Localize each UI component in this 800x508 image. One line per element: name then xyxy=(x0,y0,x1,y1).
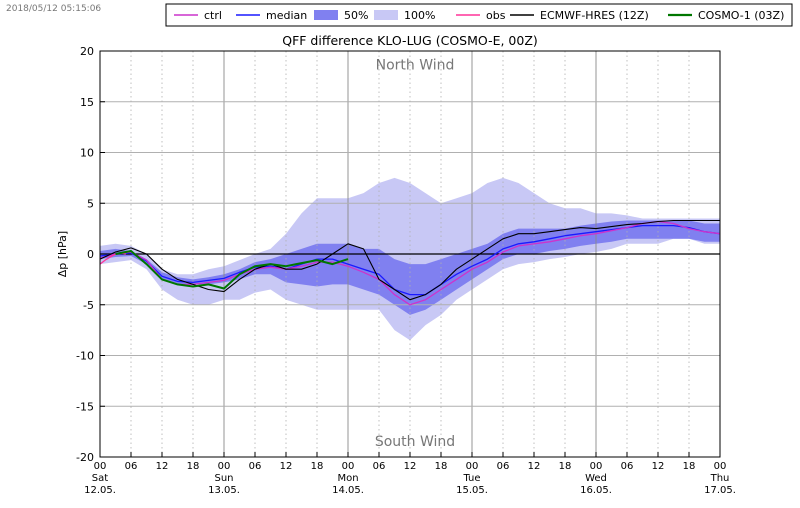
legend-label-median: median xyxy=(266,9,307,22)
legend: ctrl median 50% 100% obs ECMWF-HRES (12Z) COSM… xyxy=(165,3,793,27)
x-tick-label: 00 xyxy=(590,461,603,472)
series-cosmo-1-03z- xyxy=(115,250,349,290)
x-date-label: 17.05. xyxy=(704,485,736,496)
x-tick-label: 00 xyxy=(218,461,231,472)
x-date-label: 16.05. xyxy=(580,485,612,496)
legend-swatch-50- xyxy=(314,10,338,20)
y-tick-label: 15 xyxy=(80,96,94,109)
y-tick-label: 0 xyxy=(87,248,94,261)
x-date-label: 13.05. xyxy=(208,485,240,496)
legend-label-50-: 50% xyxy=(344,9,368,22)
legend-swatch-100- xyxy=(374,10,398,20)
x-tick-label: 18 xyxy=(311,461,324,472)
x-tick-label: 18 xyxy=(559,461,572,472)
x-day-label: Tue xyxy=(462,473,480,484)
x-day-label: Sun xyxy=(214,473,233,484)
series-ctrl xyxy=(99,220,721,306)
x-tick-label: 12 xyxy=(404,461,417,472)
y-tick-label: 10 xyxy=(80,147,94,160)
x-tick-label: 18 xyxy=(683,461,696,472)
north-wind-annotation: North Wind xyxy=(376,57,455,73)
legend-label-ctrl: ctrl xyxy=(204,9,222,22)
x-tick-label: 12 xyxy=(652,461,665,472)
x-tick-label: 12 xyxy=(280,461,293,472)
x-tick-label: 06 xyxy=(621,461,634,472)
x-day-label: Thu xyxy=(710,473,730,484)
south-wind-annotation: South Wind xyxy=(375,434,455,450)
x-day-label: Sat xyxy=(92,473,108,484)
legend-label-100-: 100% xyxy=(404,9,435,22)
x-date-label: 12.05. xyxy=(84,485,116,496)
y-tick-label: -5 xyxy=(83,299,94,312)
x-tick-label: 06 xyxy=(497,461,510,472)
x-date-label: 14.05. xyxy=(332,485,364,496)
legend-label-obs: obs xyxy=(486,9,506,22)
x-tick-label: 00 xyxy=(714,461,727,472)
legend-label-ecmwf-hres-12z-: ECMWF-HRES (12Z) xyxy=(540,9,649,22)
y-tick-label: -20 xyxy=(76,451,94,464)
x-date-label: 15.05. xyxy=(456,485,488,496)
y-tick-label: 5 xyxy=(87,197,94,210)
x-tick-label: 12 xyxy=(528,461,541,472)
x-tick-label: 00 xyxy=(94,461,107,472)
y-tick-label: 20 xyxy=(80,45,94,58)
chart-title: QFF difference KLO-LUG (COSMO-E, 00Z) xyxy=(282,33,538,48)
x-day-label: Mon xyxy=(337,473,358,484)
x-tick-label: 06 xyxy=(249,461,262,472)
legend-label-cosmo-1-03z-: COSMO-1 (03Z) xyxy=(698,9,784,22)
y-tick-label: -15 xyxy=(76,400,94,413)
x-tick-label: 06 xyxy=(373,461,386,472)
series-median xyxy=(99,224,721,296)
x-day-label: Wed xyxy=(585,473,607,484)
y-axis-label: Δp [hPa] xyxy=(56,231,69,277)
timestamp: 2018/05/12 05:15:06 xyxy=(6,4,102,14)
x-tick-label: 00 xyxy=(342,461,355,472)
y-tick-label: -10 xyxy=(76,350,94,363)
x-tick-label: 18 xyxy=(435,461,448,472)
x-tick-label: 06 xyxy=(125,461,138,472)
x-tick-label: 12 xyxy=(156,461,169,472)
x-tick-label: 18 xyxy=(187,461,200,472)
x-tick-label: 00 xyxy=(466,461,479,472)
series-ecmwf-hres-12z- xyxy=(99,219,720,301)
